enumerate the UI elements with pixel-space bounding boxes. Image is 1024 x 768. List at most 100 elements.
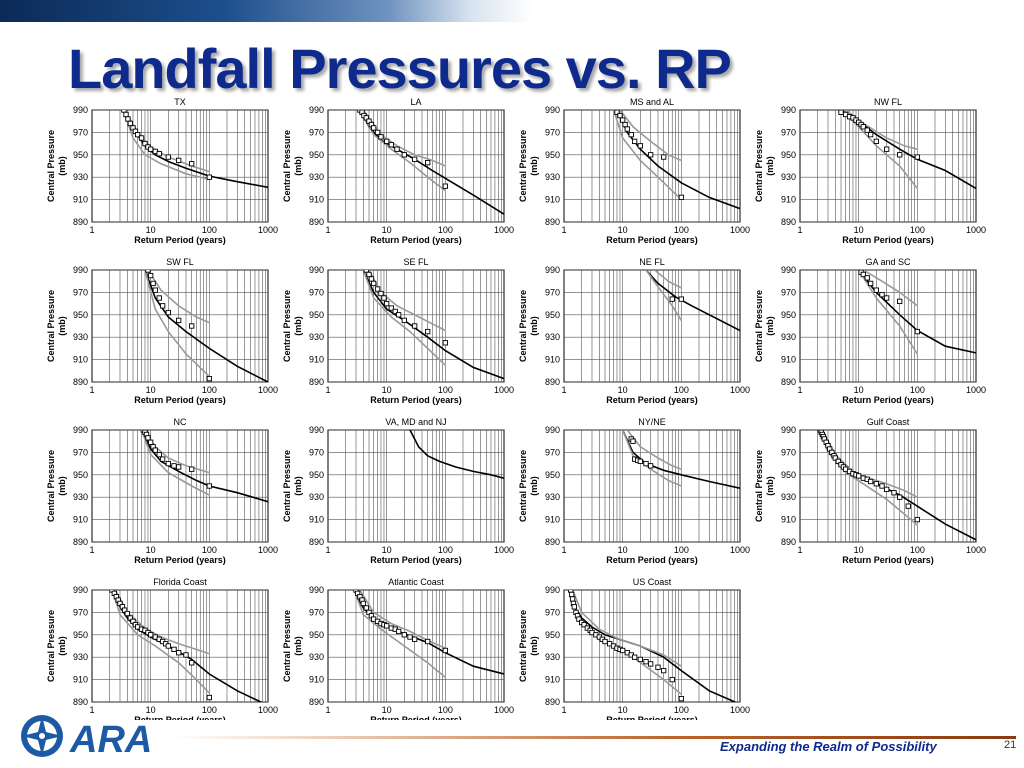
y-tick-label: 950 — [781, 150, 796, 160]
y-tick-label: 990 — [73, 585, 88, 595]
observed-point — [425, 328, 431, 335]
y-axis-label: Central Pressure(mb) — [754, 130, 775, 202]
y-tick-label: 890 — [545, 217, 560, 227]
observed-point — [873, 138, 879, 145]
observed-point — [395, 312, 402, 318]
series-group — [409, 430, 504, 479]
x-axis-label: Return Period (years) — [370, 235, 462, 245]
y-tick-label: 970 — [781, 127, 796, 137]
x-axis-label: Return Period (years) — [842, 235, 934, 245]
observed-point — [392, 308, 398, 315]
x-tick-label: 1000 — [966, 225, 986, 235]
observed-point — [637, 656, 643, 663]
y-tick-label: 970 — [309, 447, 324, 457]
chart-title: NC — [174, 417, 187, 427]
series-group — [621, 430, 740, 489]
x-axis-label: Return Period (years) — [606, 235, 698, 245]
model-curve — [858, 270, 976, 354]
y-tick-label: 950 — [73, 630, 88, 640]
observed-point — [189, 161, 195, 167]
observed-point — [176, 464, 182, 470]
series-group — [858, 270, 976, 355]
observed-point — [873, 287, 879, 293]
x-tick-label: 100 — [438, 705, 453, 715]
lower-bound-curve — [645, 270, 682, 321]
x-axis-label: Return Period (years) — [134, 395, 226, 405]
y-tick-label: 970 — [781, 447, 796, 457]
observed-point — [891, 490, 897, 496]
observed-point — [620, 117, 626, 123]
y-tick-label: 990 — [309, 585, 324, 595]
x-tick-label: 10 — [382, 225, 392, 235]
observed-point — [123, 111, 129, 118]
observed-point — [637, 458, 643, 465]
observed-point — [669, 296, 675, 302]
x-axis-label: Return Period (years) — [370, 395, 462, 405]
x-axis-label: Return Period (years) — [842, 395, 934, 405]
x-tick-label: 1 — [89, 385, 94, 395]
series-group — [121, 110, 268, 189]
observed-point — [655, 664, 661, 670]
series-group — [144, 270, 268, 382]
y-tick-label: 990 — [309, 105, 324, 115]
x-tick-label: 10 — [146, 545, 156, 555]
x-tick-label: 1000 — [966, 385, 986, 395]
plot-area — [327, 109, 505, 223]
observed-point — [171, 463, 177, 469]
chart-title: NY/NE — [638, 417, 666, 427]
observed-point — [152, 447, 158, 453]
observed-point — [637, 143, 643, 149]
y-tick-label: 950 — [545, 630, 560, 640]
observed-point — [125, 116, 131, 122]
observed-point — [614, 110, 620, 115]
plot-area — [563, 269, 741, 383]
x-tick-label: 1 — [89, 705, 94, 715]
observed-point — [156, 451, 162, 458]
y-axis-label: Central Pressure(mb) — [518, 130, 539, 202]
observed-point — [127, 120, 133, 127]
model-curve — [144, 270, 268, 382]
x-tick-label: 100 — [202, 545, 217, 555]
plot-area — [327, 429, 505, 543]
x-tick-label: 1000 — [258, 385, 278, 395]
observed-point — [368, 276, 375, 282]
y-tick-label: 970 — [309, 607, 324, 617]
observed-point — [914, 328, 920, 335]
lower-bound-curve — [819, 430, 918, 526]
y-tick-label: 950 — [73, 470, 88, 480]
observed-point — [152, 287, 158, 293]
y-tick-label: 890 — [309, 537, 324, 547]
lower-bound-curve — [621, 430, 682, 487]
y-tick-label: 890 — [781, 217, 796, 227]
observed-point — [581, 622, 587, 628]
plot-area — [91, 429, 269, 543]
ara-logo: ARA — [21, 715, 152, 761]
y-tick-label: 970 — [545, 607, 560, 617]
observed-point — [624, 126, 630, 132]
observed-point — [832, 455, 838, 461]
x-tick-label: 1 — [797, 225, 802, 235]
x-tick-label: 100 — [202, 705, 217, 715]
upper-bound-curve — [626, 430, 682, 470]
observed-point — [366, 271, 372, 278]
slide-title: Landfall Pressures vs. RP — [68, 37, 732, 100]
observed-point — [873, 481, 879, 487]
x-tick-label: 100 — [202, 225, 217, 235]
plot-area — [91, 589, 269, 703]
plot-area — [563, 589, 741, 703]
observed-point — [425, 159, 431, 166]
x-axis-label: Return Period (years) — [606, 395, 698, 405]
y-tick-label: 890 — [73, 217, 88, 227]
x-tick-label: 10 — [854, 225, 864, 235]
lower-bound-curve — [362, 270, 446, 366]
x-tick-label: 10 — [146, 385, 156, 395]
observed-point — [661, 667, 667, 674]
observed-point — [206, 174, 212, 180]
y-tick-label: 910 — [309, 675, 324, 685]
upper-bound-curve — [654, 270, 682, 289]
x-tick-label: 10 — [618, 705, 628, 715]
observed-point — [879, 291, 885, 298]
